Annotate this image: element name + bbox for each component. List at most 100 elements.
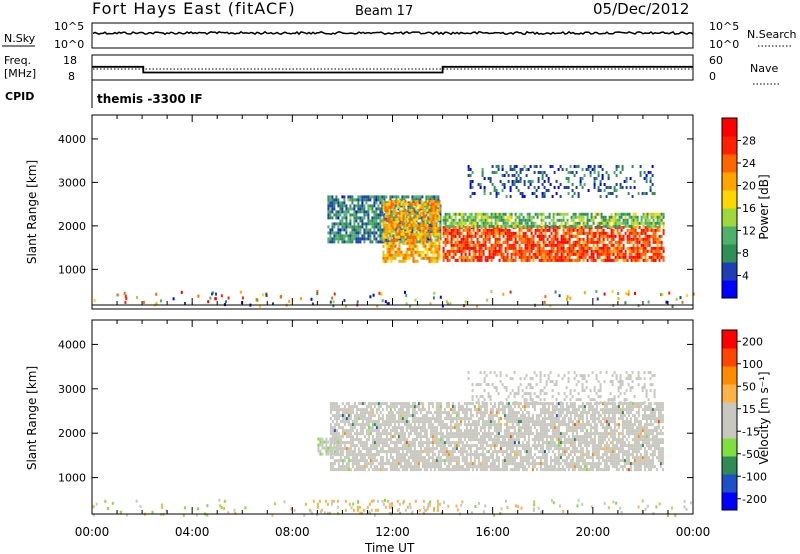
echo-cell [610,225,613,229]
echo-cell [449,468,452,472]
echo-cell [512,224,515,228]
echo-cell [414,217,417,221]
echo-cell [518,218,521,222]
echo-cell [649,186,652,189]
echo-cell [449,302,452,306]
echo-cell [371,222,374,226]
echo-cell [493,429,496,433]
echo-cell [550,246,553,250]
echo-cell [416,253,419,257]
echo-cell [335,405,338,409]
echo-cell [463,438,466,442]
echo-cell [329,237,332,241]
echo-cell [507,438,510,442]
echo-cell [388,217,391,221]
echo-cell [410,232,413,236]
echo-cell [540,255,543,259]
echo-cell [619,171,622,174]
echo-cell [497,423,500,427]
echo-cell [418,253,421,257]
echo-cell [556,225,559,229]
echo-cell [388,244,391,248]
echo-cell [618,237,621,241]
echo-cell [394,235,397,239]
echo-cell [351,462,354,466]
echo-cell [386,202,389,206]
echo-cell [485,420,488,424]
echo-cell [409,414,412,418]
echo-cell [327,225,330,229]
echo-cell [457,435,460,439]
echo-cell [369,411,372,415]
echo-cell [478,258,481,262]
echo-cell [492,228,495,232]
echo-cell [540,234,543,238]
echo-cell [526,255,529,259]
echo-cell [486,298,489,302]
echo-cell [402,259,405,263]
echo-cell [527,420,530,424]
echo-cell [443,423,446,427]
echo-cell [455,447,458,451]
echo-cell [454,215,457,219]
echo-cell [457,465,460,469]
echo-cell [329,300,332,304]
echo-cell [349,237,352,241]
echo-cell [496,221,499,225]
echo-cell [556,228,559,232]
echo-cell [512,246,515,250]
echo-cell [492,231,495,235]
echo-cell [412,202,415,206]
echo-cell [497,450,500,454]
echo-cell [389,453,392,457]
echo-cell [375,426,378,430]
echo-cell [387,411,390,415]
echo-cell [465,411,468,415]
y-tick-label: 1000 [58,263,86,276]
echo-cell [386,256,389,260]
echo-cell [439,465,442,469]
echo-cell [504,228,507,232]
echo-cell [481,423,484,427]
echo-cell [656,243,659,247]
echo-cell [445,402,448,406]
echo-cell [355,231,358,235]
echo-cell [501,168,504,171]
echo-cell [498,218,501,222]
echo-cell [559,195,562,198]
echo-cell [385,444,388,448]
echo-cell [331,201,334,205]
echo-cell [399,438,402,442]
echo-cell [431,222,434,226]
echo-cell [495,189,498,192]
echo-cell [468,249,471,253]
echo-cell [405,444,408,448]
echo-cell [542,240,545,244]
echo-cell [353,213,356,217]
echo-cell [403,414,406,418]
echo-cell [495,414,498,418]
echo-cell [510,234,513,238]
echo-cell [490,255,493,259]
echo-cell [564,237,567,241]
echo-cell [631,195,634,198]
echo-cell [379,462,382,466]
echo-cell [407,465,410,469]
echo-cell [433,417,436,421]
echo-cell [447,405,450,409]
echo-cell [506,255,509,259]
echo-cell [426,253,429,257]
echo-cell [524,224,527,228]
echo-cell [345,408,348,412]
echo-cell [377,408,380,412]
echo-cell [524,246,527,250]
echo-cell [345,453,348,457]
echo-cell [574,243,577,247]
echo-cell [485,456,488,460]
echo-cell [387,302,390,306]
echo-cell [513,441,516,445]
echo-cell [422,202,425,206]
echo-cell [556,218,559,222]
echo-cell [652,215,655,219]
echo-cell [639,174,642,177]
